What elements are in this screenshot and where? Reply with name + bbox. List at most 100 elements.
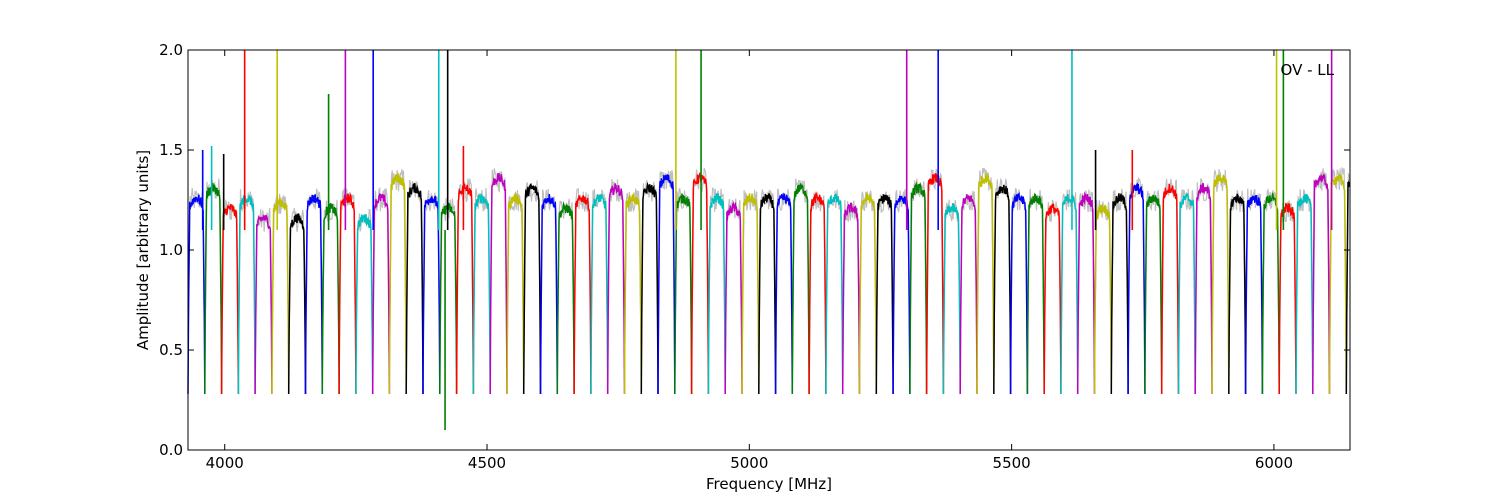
series-line-window-56: [1110, 193, 1129, 395]
series-line-window-34: [741, 193, 760, 395]
series-line-window-47: [959, 194, 978, 395]
x-tick-label: 4000: [206, 454, 244, 472]
series-line-window-54: [1076, 191, 1096, 395]
background-trace: [388, 169, 407, 381]
series-line-window-50: [1009, 191, 1029, 395]
x-tick-label: 4500: [468, 454, 506, 472]
series-line-window-12: [371, 192, 391, 395]
series-line-window-33: [724, 201, 743, 395]
series-line-window-23: [556, 201, 575, 395]
series-line-window-40: [841, 202, 861, 395]
series-line-window-22: [539, 193, 559, 395]
series-line-window-18: [472, 192, 491, 395]
y-tick-label: 0.5: [159, 341, 183, 359]
background-trace: [674, 187, 693, 381]
series-line-window-68: [1312, 174, 1331, 395]
background-trace: [926, 168, 944, 381]
series-line-window-17: [455, 183, 475, 395]
chart-annotation: OV - LL: [1281, 61, 1335, 79]
series-line-window-70: [1345, 180, 1351, 395]
series-line-window-29: [657, 174, 676, 395]
background-trace: [506, 189, 525, 381]
background-trace: [304, 188, 323, 381]
series-layer: [187, 166, 1351, 395]
series-line-window-25: [590, 194, 609, 395]
background-trace: [623, 188, 642, 381]
background-trace: [539, 188, 558, 381]
series-line-window-67: [1295, 193, 1314, 395]
series-line-window-27: [623, 191, 643, 395]
series-line-window-35: [758, 193, 777, 395]
spike-layer: [201, 50, 1333, 430]
background-trace: [1110, 188, 1129, 381]
series-line-window-4: [237, 194, 256, 395]
background-trace: [372, 186, 390, 381]
series-line-window-51: [1026, 192, 1045, 395]
series-line-window-49: [993, 184, 1012, 395]
series-line-window-11: [355, 214, 374, 395]
y-axis-label: Amplitude [arbitrary units]: [134, 150, 152, 350]
background-trace: [657, 170, 676, 381]
series-line-window-66: [1278, 202, 1297, 395]
series-line-window-10: [338, 192, 357, 395]
series-line-window-46: [942, 202, 961, 395]
series-line-window-37: [791, 183, 810, 395]
x-tick-label: 5500: [993, 454, 1031, 472]
series-line-window-8: [304, 194, 324, 395]
series-line-window-63: [1228, 193, 1247, 395]
series-line-window-7: [287, 213, 307, 395]
series-line-window-53: [1060, 194, 1079, 395]
x-axis-ticks: 4000 4500 5000 5500 6000: [206, 50, 1293, 472]
series-line-window-14: [405, 182, 424, 395]
series-line-window-55: [1093, 204, 1113, 395]
x-tick-label: 6000: [1255, 454, 1293, 472]
background-trace: [1211, 169, 1230, 381]
series-line-window-44: [909, 181, 928, 395]
series-line-window-31: [690, 172, 710, 395]
y-tick-label: 1.5: [159, 141, 183, 159]
series-line-window-36: [774, 192, 794, 395]
x-axis-label: Frequency [MHz]: [706, 475, 832, 493]
series-line-window-64: [1244, 195, 1264, 395]
series-line-window-61: [1194, 182, 1213, 395]
series-line-window-28: [640, 181, 659, 395]
series-line-window-6: [271, 197, 290, 395]
series-line-window-20: [506, 192, 525, 395]
series-line-window-19: [489, 173, 508, 395]
series-line-window-62: [1211, 174, 1230, 395]
series-line-window-15: [422, 195, 441, 395]
background-trace: [1060, 189, 1079, 381]
series-line-window-60: [1177, 192, 1196, 395]
series-line-window-45: [925, 173, 945, 395]
series-line-window-5: [254, 214, 273, 395]
series-line-window-42: [875, 194, 894, 395]
series-line-window-58: [1144, 194, 1163, 395]
series-line-window-13: [388, 172, 407, 395]
background-trace: [1177, 188, 1196, 381]
series-line-window-48: [976, 173, 995, 395]
y-tick-label: 0.0: [159, 441, 183, 459]
series-line-window-32: [707, 193, 726, 395]
background-trace: [942, 199, 961, 381]
series-line-window-57: [1127, 182, 1146, 395]
background-trace: [808, 191, 827, 381]
series-line-window-59: [1160, 183, 1180, 395]
background-trace: [422, 190, 441, 381]
y-axis-ticks: 0.0 0.5 1.0 1.5 2.0: [159, 41, 1350, 459]
background-trace: [1312, 168, 1331, 381]
series-line-window-52: [1043, 203, 1062, 395]
series-line-window-39: [825, 193, 844, 395]
background-trace: [1278, 200, 1297, 381]
series-line-window-41: [858, 190, 878, 395]
background-trace: [1077, 189, 1096, 381]
y-tick-label: 1.0: [159, 241, 183, 259]
background-trace: [573, 188, 592, 381]
series-line-window-38: [808, 191, 827, 395]
x-tick-label: 5000: [730, 454, 768, 472]
background-trace: [204, 178, 223, 381]
series-line-window-9: [321, 201, 340, 395]
series-line-window-24: [573, 195, 592, 395]
background-trace: [523, 180, 542, 381]
